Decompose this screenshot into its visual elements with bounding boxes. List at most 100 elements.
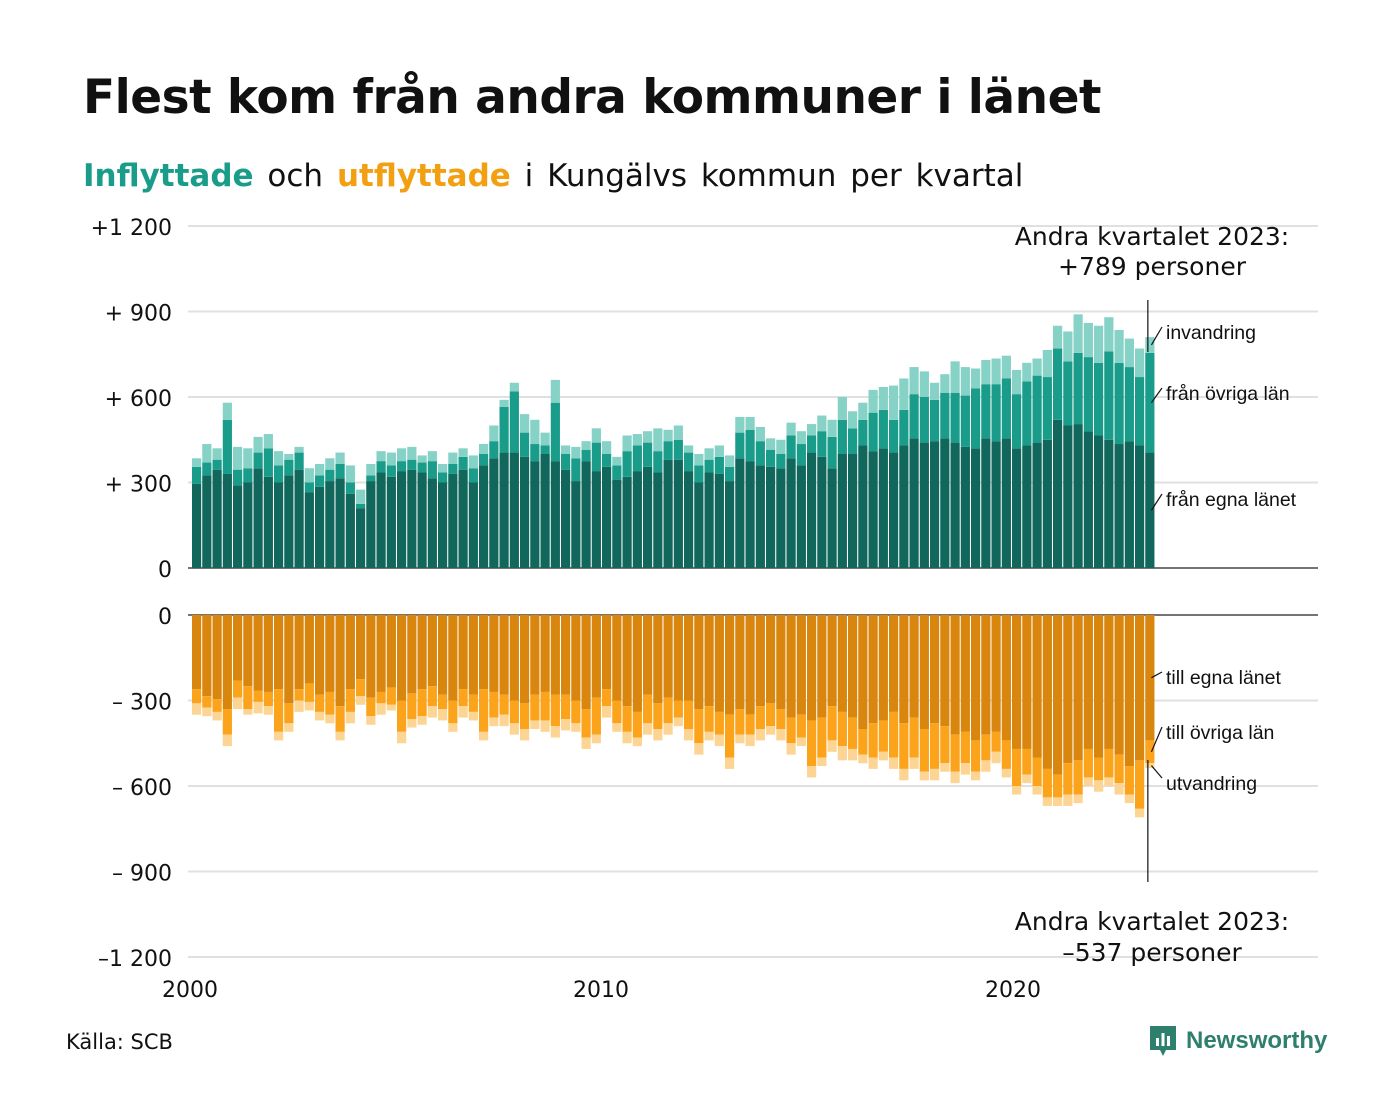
- bar-in-segment: [612, 465, 622, 480]
- bar-in-segment: [479, 454, 489, 466]
- bar-out-segment: [202, 707, 212, 717]
- bar-in-segment: [940, 392, 950, 439]
- bar-out-segment: [222, 615, 232, 710]
- bar-in-segment: [950, 442, 960, 568]
- bar-out-segment: [212, 711, 222, 721]
- bar-in-segment: [1042, 439, 1052, 568]
- bar-in-segment: [878, 387, 888, 410]
- bar-out-segment: [263, 706, 273, 715]
- y-axis-labels: +1 200 + 900 + 600 + 300 0 0 – 300 – 600 – 900 –1…: [91, 216, 172, 972]
- bar-in-segment: [837, 397, 847, 420]
- bar-in-segment: [438, 482, 448, 568]
- bar-out-segment: [448, 615, 458, 701]
- bar-in-segment: [1083, 322, 1093, 358]
- bar-in-segment: [940, 438, 950, 568]
- y-tick-label: 0: [158, 605, 172, 630]
- bar-out-segment: [294, 700, 304, 712]
- bar-out-segment: [694, 743, 704, 755]
- bar-in-segment: [653, 451, 663, 473]
- bar-out-segment: [807, 615, 817, 721]
- inflow-bars: [192, 314, 1155, 568]
- bar-in-segment: [222, 419, 232, 474]
- bar-out-segment: [796, 737, 806, 747]
- bar-in-segment: [284, 475, 294, 568]
- bar-out-segment: [817, 757, 827, 767]
- bar-out-segment: [561, 719, 571, 731]
- bar-in-segment: [294, 469, 304, 568]
- bar-out-segment: [509, 723, 519, 735]
- bar-out-segment: [868, 757, 878, 769]
- bar-out-segment: [673, 615, 683, 701]
- bar-out-segment: [407, 719, 417, 728]
- bar-out-segment: [345, 689, 355, 712]
- bar-out-segment: [632, 737, 642, 747]
- bar-in-segment: [632, 445, 642, 472]
- bar-in-segment: [202, 444, 212, 463]
- bar-out-segment: [335, 615, 345, 707]
- bar-in-segment: [919, 397, 929, 443]
- bar-in-segment: [1001, 438, 1011, 568]
- bar-in-segment: [622, 451, 632, 477]
- bar-out-segment: [776, 729, 786, 741]
- bar-out-segment: [1053, 774, 1063, 798]
- subtitle: Inflyttade och utflyttade i Kungälvs kom…: [83, 158, 1023, 194]
- bar-in-segment: [827, 419, 837, 437]
- bar-in-segment: [714, 445, 724, 457]
- bar-out-segment: [561, 615, 571, 695]
- bar-in-segment: [591, 442, 601, 472]
- bar-out-segment: [1114, 783, 1124, 795]
- subtitle-rest: i Kungälvs kommun per kvartal: [524, 158, 1024, 194]
- bar-in-segment: [950, 392, 960, 443]
- bar-in-segment: [602, 441, 612, 454]
- bar-in-segment: [356, 489, 366, 504]
- bar-out-segment: [489, 691, 499, 718]
- series-labels: från egna länet från övriga län invandring…: [1150, 322, 1297, 795]
- bar-in-segment: [612, 479, 622, 568]
- bar-out-segment: [499, 615, 509, 695]
- bar-in-segment: [407, 459, 417, 470]
- bar-out-segment: [233, 615, 243, 681]
- bar-out-segment: [243, 686, 253, 710]
- bar-in-segment: [397, 471, 407, 568]
- bar-out-segment: [1083, 748, 1093, 778]
- bar-out-segment: [940, 726, 950, 764]
- bar-out-segment: [1053, 797, 1063, 806]
- bar-out-segment: [540, 691, 550, 721]
- label-from-other-counties: från övriga län: [1166, 383, 1290, 405]
- bar-in-segment: [222, 473, 232, 568]
- bar-out-segment: [1042, 797, 1052, 806]
- bar-out-segment: [468, 711, 478, 721]
- bar-in-segment: [848, 454, 858, 568]
- bar-out-segment: [520, 615, 530, 704]
- bar-out-segment: [1083, 615, 1093, 749]
- bar-in-segment: [827, 436, 837, 469]
- bar-out-segment: [622, 731, 632, 744]
- bar-out-segment: [1094, 615, 1104, 758]
- bar-in-segment: [1022, 362, 1032, 382]
- bar-out-segment: [807, 720, 817, 767]
- bar-in-segment: [704, 448, 714, 460]
- bar-in-segment: [407, 469, 417, 568]
- bar-in-segment: [755, 426, 765, 442]
- bar-in-segment: [704, 459, 714, 473]
- bar-out-segment: [192, 703, 202, 715]
- bar-out-segment: [366, 716, 376, 725]
- bar-in-segment: [643, 442, 653, 467]
- bar-out-segment: [581, 709, 591, 738]
- bar-in-segment: [622, 476, 632, 568]
- bar-out-segment: [212, 699, 222, 712]
- x-tick-label: 2010: [573, 978, 629, 1003]
- bar-in-segment: [325, 481, 335, 568]
- bar-out-segment: [325, 691, 335, 715]
- bar-out-segment: [284, 615, 294, 704]
- bar-out-segment: [878, 615, 888, 721]
- bar-out-segment: [222, 709, 232, 735]
- bar-out-segment: [643, 723, 653, 735]
- bar-out-segment: [899, 615, 909, 724]
- bar-out-segment: [356, 615, 366, 680]
- bar-in-segment: [725, 455, 735, 467]
- bar-in-segment: [550, 402, 560, 462]
- bar-in-segment: [602, 466, 612, 568]
- bar-out-segment: [294, 615, 304, 690]
- bar-in-segment: [263, 476, 273, 568]
